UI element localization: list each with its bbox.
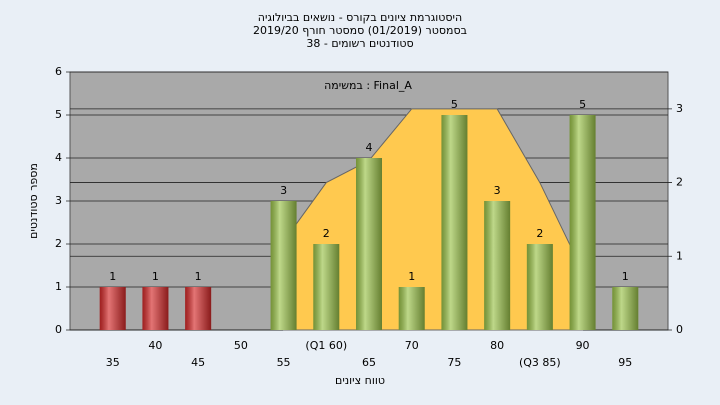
y-tick-label: 3 bbox=[55, 194, 62, 207]
bar-shade bbox=[356, 158, 382, 330]
data-label: 1 bbox=[152, 270, 159, 283]
y-tick-label: 4 bbox=[55, 151, 62, 164]
chart-subtitle: סטודנטים רשומים - 38 bbox=[306, 37, 413, 50]
data-label: 5 bbox=[451, 98, 458, 111]
x-tick-label: (Q1 60) bbox=[305, 339, 347, 352]
bar-shade bbox=[526, 244, 553, 330]
bar-shade bbox=[270, 201, 297, 330]
data-label: 2 bbox=[536, 227, 543, 240]
x-tick-label: 45 bbox=[191, 356, 205, 369]
y-tick-label: 6 bbox=[55, 65, 62, 78]
bar-shade bbox=[569, 115, 596, 330]
data-label: 1 bbox=[622, 270, 629, 283]
y2-tick-label: 3 bbox=[676, 102, 683, 115]
x-tick-label: 35 bbox=[106, 356, 120, 369]
y2-tick-label: 2 bbox=[676, 176, 683, 189]
chart-subtitle: בסמסטר (01/2019) סמסטר חורף 2019/20 bbox=[253, 24, 467, 37]
x-tick-label: 95 bbox=[618, 356, 632, 369]
x-tick-label: 65 bbox=[362, 356, 376, 369]
annotation: במשימה : Final_A bbox=[324, 79, 412, 92]
data-label: 4 bbox=[366, 141, 373, 154]
data-label: 3 bbox=[494, 184, 501, 197]
x-tick-label: 50 bbox=[234, 339, 248, 352]
x-tick-label: (Q3 85) bbox=[519, 356, 561, 369]
bar-shade bbox=[142, 287, 169, 330]
y-axis-label: מספר סטודנטים bbox=[27, 163, 40, 239]
chart-title: היסטוגרמת ציונים בקורס - נושאים בביולוגי… bbox=[258, 11, 462, 24]
x-tick-label: 90 bbox=[576, 339, 590, 352]
x-tick-label: 40 bbox=[148, 339, 162, 352]
data-label: 3 bbox=[280, 184, 287, 197]
x-tick-label: 75 bbox=[447, 356, 461, 369]
bar-shade bbox=[484, 201, 511, 330]
bar-shade bbox=[441, 115, 468, 330]
data-label: 1 bbox=[109, 270, 116, 283]
y-tick-label: 2 bbox=[55, 237, 62, 250]
y2-tick-label: 1 bbox=[676, 249, 683, 262]
bar-shade bbox=[398, 287, 425, 330]
y-tick-label: 0 bbox=[55, 323, 62, 336]
x-tick-label: 55 bbox=[277, 356, 291, 369]
y-tick-label: 1 bbox=[55, 280, 62, 293]
data-label: 2 bbox=[323, 227, 330, 240]
bar-shade bbox=[612, 287, 639, 330]
data-label: 5 bbox=[579, 98, 586, 111]
bar-shade bbox=[185, 287, 212, 330]
x-axis-label: טווח ציונים bbox=[335, 374, 385, 387]
data-label: 1 bbox=[195, 270, 202, 283]
x-tick-label: 80 bbox=[490, 339, 504, 352]
bar-shade bbox=[99, 287, 126, 330]
y2-tick-label: 0 bbox=[676, 323, 683, 336]
data-label: 1 bbox=[408, 270, 415, 283]
y-tick-label: 5 bbox=[55, 108, 62, 121]
x-tick-label: 70 bbox=[405, 339, 419, 352]
bar-shade bbox=[313, 244, 340, 330]
